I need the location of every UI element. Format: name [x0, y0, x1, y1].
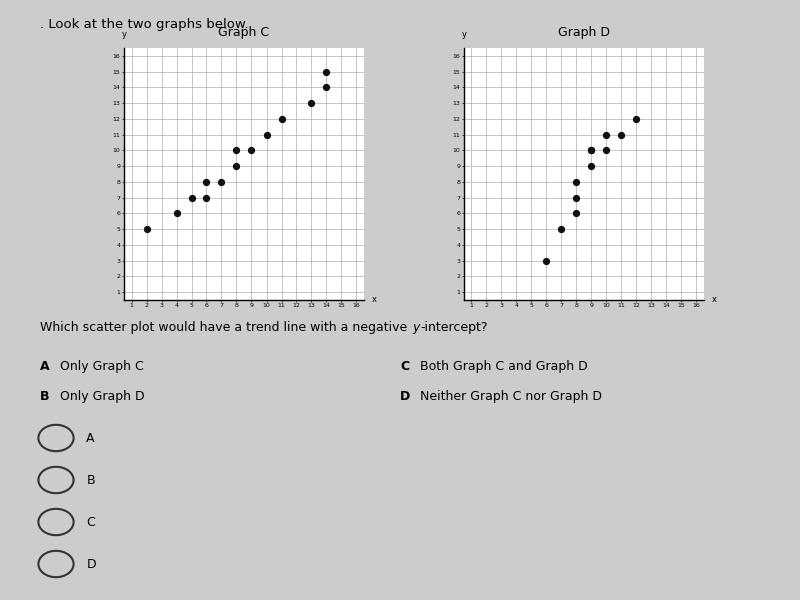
- Point: [230, 146, 243, 155]
- Point: [320, 83, 333, 92]
- Text: Both Graph C and Graph D: Both Graph C and Graph D: [412, 360, 588, 373]
- Text: A: A: [40, 360, 50, 373]
- Point: [185, 193, 198, 202]
- Point: [570, 177, 583, 187]
- Point: [215, 177, 228, 187]
- Text: C: C: [86, 515, 95, 529]
- Text: y: y: [462, 29, 466, 38]
- Text: -intercept?: -intercept?: [420, 321, 487, 334]
- Point: [570, 209, 583, 218]
- Text: A: A: [86, 431, 95, 445]
- Point: [245, 146, 258, 155]
- Point: [305, 98, 318, 108]
- Text: Only Graph C: Only Graph C: [52, 360, 144, 373]
- Point: [615, 130, 628, 139]
- Text: x: x: [371, 295, 377, 304]
- Point: [140, 224, 153, 234]
- Point: [200, 177, 213, 187]
- Text: C: C: [400, 360, 409, 373]
- Point: [540, 256, 553, 265]
- Point: [585, 146, 598, 155]
- Text: Neither Graph C nor Graph D: Neither Graph C nor Graph D: [412, 390, 602, 403]
- Point: [170, 209, 183, 218]
- Text: B: B: [86, 473, 95, 487]
- Text: y: y: [122, 29, 126, 38]
- Text: Graph D: Graph D: [558, 26, 610, 39]
- Point: [630, 114, 643, 124]
- Point: [260, 130, 273, 139]
- Point: [230, 161, 243, 171]
- Point: [585, 146, 598, 155]
- Text: Graph C: Graph C: [218, 26, 270, 39]
- Point: [570, 193, 583, 202]
- Point: [585, 161, 598, 171]
- Text: x: x: [711, 295, 717, 304]
- Point: [600, 130, 613, 139]
- Text: y: y: [413, 321, 420, 334]
- Point: [320, 67, 333, 76]
- Point: [275, 114, 288, 124]
- Point: [200, 193, 213, 202]
- Point: [555, 224, 568, 234]
- Text: . Look at the two graphs below.: . Look at the two graphs below.: [40, 18, 249, 31]
- Text: Which scatter plot would have a trend line with a negative: Which scatter plot would have a trend li…: [40, 321, 411, 334]
- Text: D: D: [400, 390, 410, 403]
- Text: Only Graph D: Only Graph D: [52, 390, 145, 403]
- Text: B: B: [40, 390, 50, 403]
- Text: D: D: [86, 557, 96, 571]
- Point: [600, 146, 613, 155]
